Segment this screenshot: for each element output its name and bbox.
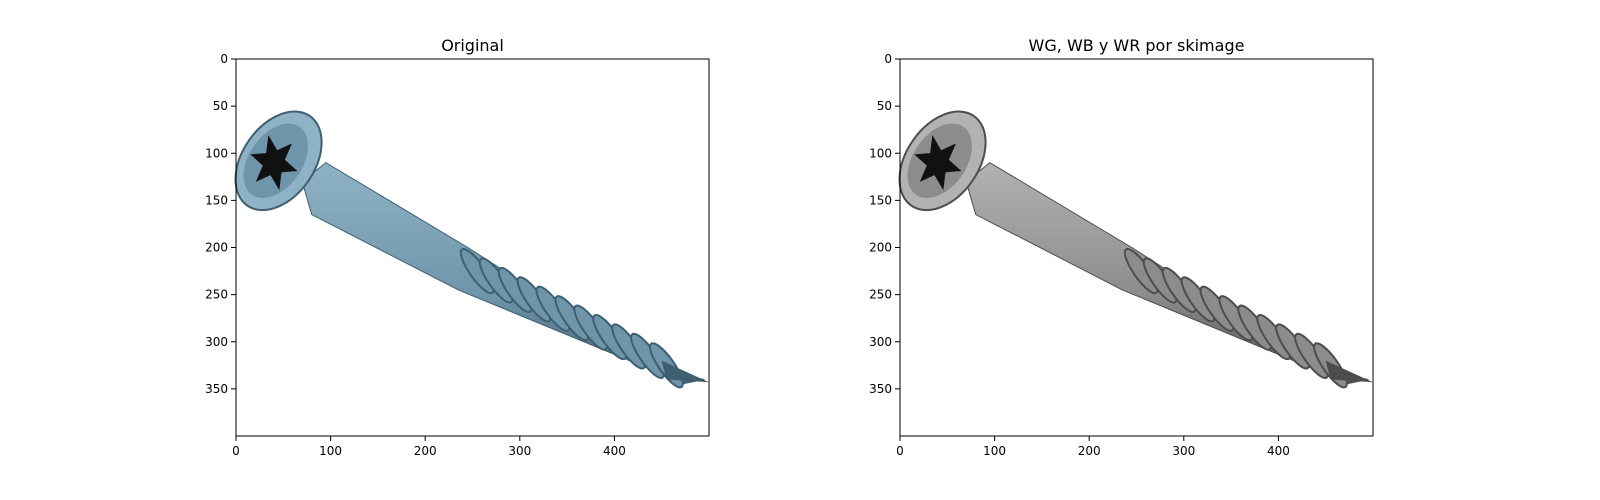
y-tick-label: 0: [884, 52, 892, 66]
y-tick-label: 100: [869, 146, 892, 160]
x-tick-label: 0: [232, 444, 240, 458]
screw-tip: [661, 360, 709, 383]
y-tick-label: 250: [205, 288, 228, 302]
y-tick-label: 300: [869, 335, 892, 349]
x-tick-label: 200: [1078, 444, 1101, 458]
image-area: [234, 110, 709, 389]
image-area: [898, 110, 1373, 389]
plot-original: 0 100 200 300 400 0 50 100 150 200 250 300 350: [205, 52, 710, 458]
y-tick-label: 350: [205, 382, 228, 396]
x-tick-label: 400: [1267, 444, 1290, 458]
y-tick-label: 50: [877, 99, 892, 113]
y-tick-label: 50: [213, 99, 228, 113]
y-tick-label: 150: [205, 193, 228, 207]
x-tick-label: 100: [983, 444, 1006, 458]
y-tick-label: 0: [220, 52, 228, 66]
x-tick-label: 100: [319, 444, 342, 458]
x-tick-label: 400: [603, 444, 626, 458]
y-tick-label: 300: [205, 335, 228, 349]
torx-recess: [250, 135, 298, 191]
y-tick-label: 200: [869, 241, 892, 255]
x-tick-label: 200: [414, 444, 437, 458]
panel-original: Original 0 100 200 300 400 0 50 100 150 200 250 300…: [200, 0, 760, 500]
x-tick-label: 300: [1172, 444, 1195, 458]
plot-grayscale: 0 100 200 300 400 0 50 100 150 200 250 300 350: [869, 52, 1374, 458]
x-tick-label: 0: [896, 444, 904, 458]
panel-title: Original: [441, 36, 504, 55]
torx-recess: [914, 135, 962, 191]
y-tick-label: 350: [869, 382, 892, 396]
y-tick-label: 150: [869, 193, 892, 207]
panel-grayscale: WG, WB y WR por skimage 0 100 200 300 400 0 50…: [864, 0, 1424, 500]
y-tick-label: 100: [205, 146, 228, 160]
y-tick-label: 250: [869, 288, 892, 302]
panel-title: WG, WB y WR por skimage: [1028, 36, 1245, 55]
x-tick-label: 300: [508, 444, 531, 458]
y-tick-label: 200: [205, 241, 228, 255]
